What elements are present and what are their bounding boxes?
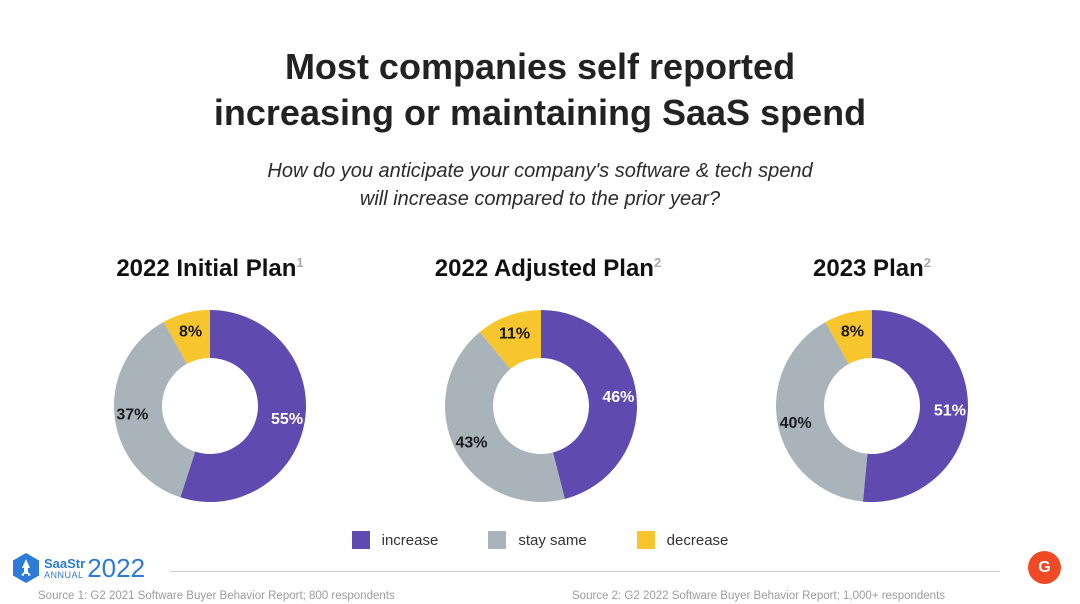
donut-slice-stay-same	[776, 322, 868, 502]
footer-divider	[170, 571, 1000, 572]
donut-slice-increase	[541, 310, 637, 499]
chart-title-2023: 2023 Plan2	[722, 255, 1022, 283]
source-1: Source 1: G2 2021 Software Buyer Behavio…	[38, 590, 395, 602]
legend-swatch-increase	[351, 531, 370, 549]
logo-year: 2022	[87, 552, 146, 583]
donut-label-stay-same: 40%	[780, 415, 812, 432]
donut-slice-stay-same	[445, 332, 565, 503]
g2-logo-icon: G	[1028, 551, 1061, 584]
donut-label-decrease: 8%	[179, 323, 202, 340]
logo-brand: SaaStr	[44, 555, 86, 571]
legend-label-increase: increase	[381, 531, 439, 549]
legend-swatch-stay-same	[488, 531, 507, 549]
legend-item-stay-same: stay same	[488, 531, 587, 549]
legend-item-increase: increase	[351, 531, 439, 549]
chart-title-adjusted: 2022 Adjusted Plan2	[398, 255, 698, 283]
donut-slice-stay-same	[113, 321, 196, 498]
donut-slice-decrease	[163, 310, 210, 364]
slide-title: Most companies self reported increasing …	[0, 44, 1080, 136]
donut-label-decrease: 11%	[499, 326, 530, 343]
chart-title-sup: 2	[923, 255, 931, 270]
donut-slice-increase	[180, 310, 306, 502]
chart-title-initial: 2022 Initial Plan1	[60, 255, 360, 283]
subtitle-line-1: How do you anticipate your company's sof…	[267, 160, 813, 182]
legend-label-stay-same: stay same	[518, 531, 587, 549]
title-line-1: Most companies self reported	[284, 46, 796, 87]
donut-label-stay-same: 43%	[455, 434, 487, 451]
donut-slice-decrease	[825, 310, 872, 365]
donut-label-increase: 51%	[934, 403, 966, 420]
legend-item-decrease: decrease	[636, 531, 729, 549]
saastr-rocket-icon	[13, 553, 39, 583]
donut-slice-increase	[862, 310, 968, 502]
donut-label-increase: 46%	[602, 389, 634, 406]
chart-title-sup: 2	[653, 255, 662, 270]
chart-title-text: 2022 Adjusted Plan	[434, 255, 654, 282]
subtitle-line-2: will increase compared to the prior year…	[359, 188, 721, 210]
saastr-logo: SaaStr ANNUAL 2022	[12, 552, 145, 584]
legend-label-decrease: decrease	[666, 531, 729, 549]
donut-label-stay-same: 37%	[116, 406, 148, 423]
donut-label-decrease: 8%	[841, 324, 864, 341]
chart-title-text: 2023 Plan	[813, 255, 924, 282]
legend: increase stay same decrease	[0, 531, 1080, 549]
chart-title-text: 2022 Initial Plan	[116, 255, 297, 282]
legend-swatch-decrease	[636, 531, 655, 549]
donut-label-increase: 55%	[271, 411, 303, 428]
chart-title-sup: 1	[296, 255, 304, 270]
donut-charts: 55% 37% 8% 46% 43% 11% 51% 40% 8%	[113, 310, 968, 503]
source-2: Source 2: G2 2022 Software Buyer Behavio…	[572, 590, 946, 602]
donut-slice-decrease	[479, 310, 541, 370]
slide-subtitle: How do you anticipate your company's sof…	[0, 157, 1080, 213]
title-line-2: increasing or maintaining SaaS spend	[213, 92, 867, 133]
logo-sub: ANNUAL	[44, 569, 84, 580]
